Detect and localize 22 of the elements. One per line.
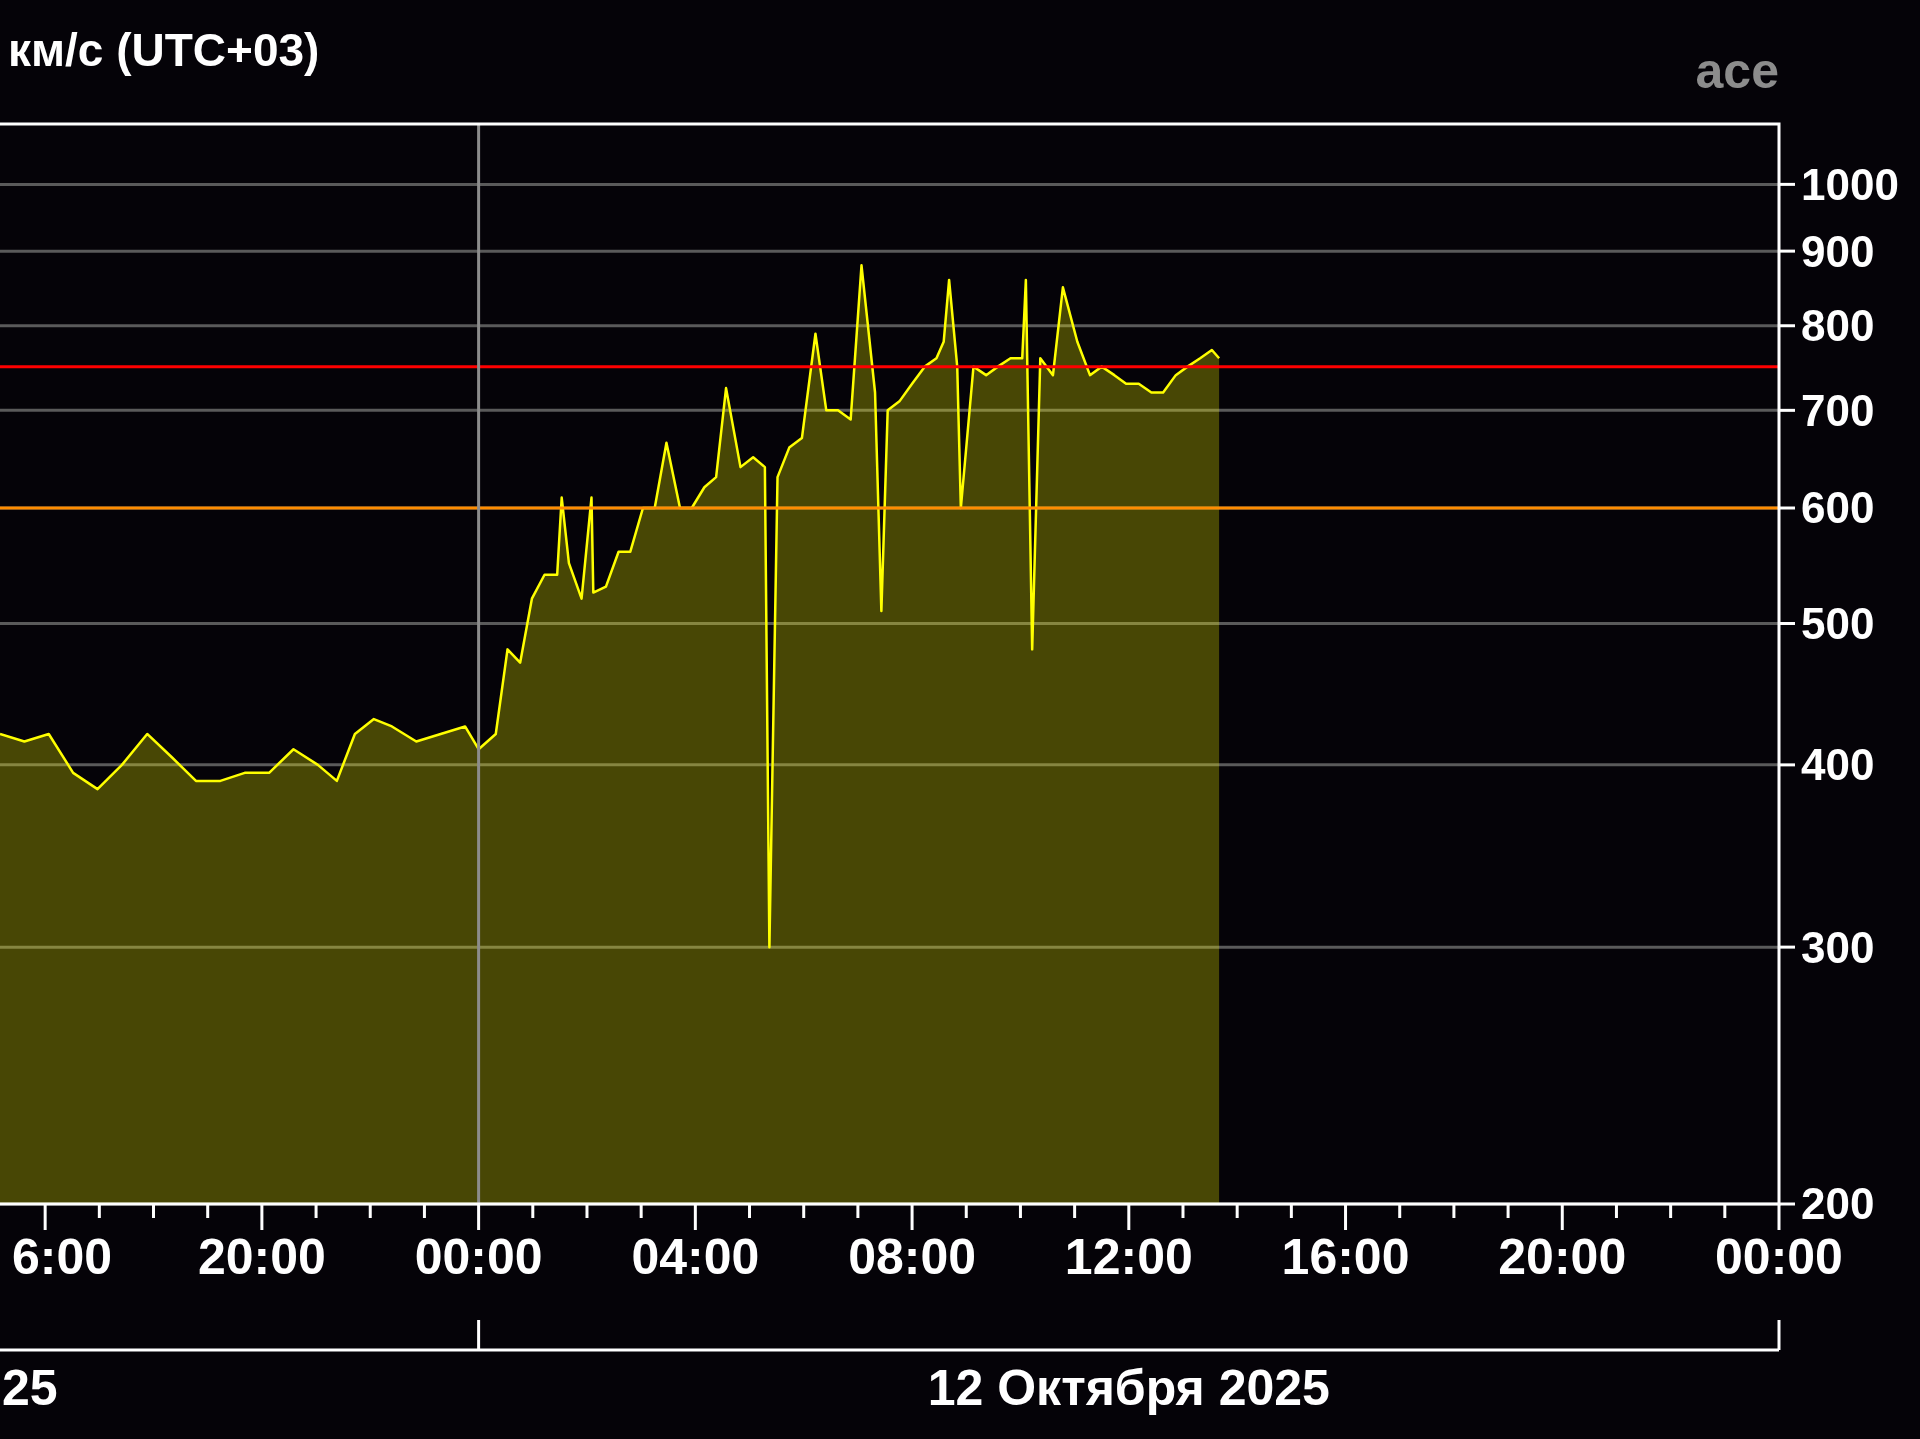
text: 12 Октября 2025 (927, 1360, 1330, 1416)
x-tick-label: 12:00 (1064, 1229, 1193, 1285)
x-tick-label: 04:00 (631, 1229, 760, 1285)
x-tick-label: 08:00 (848, 1229, 977, 1285)
x-tick-label: 00:00 (1715, 1229, 1843, 1285)
text: ace (1695, 43, 1779, 99)
x-tick-label: 16:00 (1281, 1229, 1410, 1285)
y-tick-label: 300 (1801, 922, 1875, 972)
y-tick-label: 600 (1801, 483, 1875, 533)
x-tick-label: 20:00 (1498, 1229, 1627, 1285)
y-tick-label: 500 (1801, 598, 1875, 648)
chart-title: км/с (UTC+03) (8, 24, 320, 76)
y-tick-label: 900 (1801, 226, 1875, 276)
y-tick-label: 800 (1801, 301, 1875, 351)
y-tick-label: 200 (1801, 1179, 1875, 1229)
x-tick-label: 00:00 (414, 1229, 543, 1285)
y-tick-label: 1000 (1801, 159, 1899, 209)
x-tick-label: 6:00 (11, 1229, 113, 1285)
y-tick-label: 400 (1801, 740, 1875, 790)
y-tick-label: 700 (1801, 385, 1875, 435)
x-tick-label: 20:00 (197, 1229, 326, 1285)
text: 25 (2, 1360, 58, 1416)
